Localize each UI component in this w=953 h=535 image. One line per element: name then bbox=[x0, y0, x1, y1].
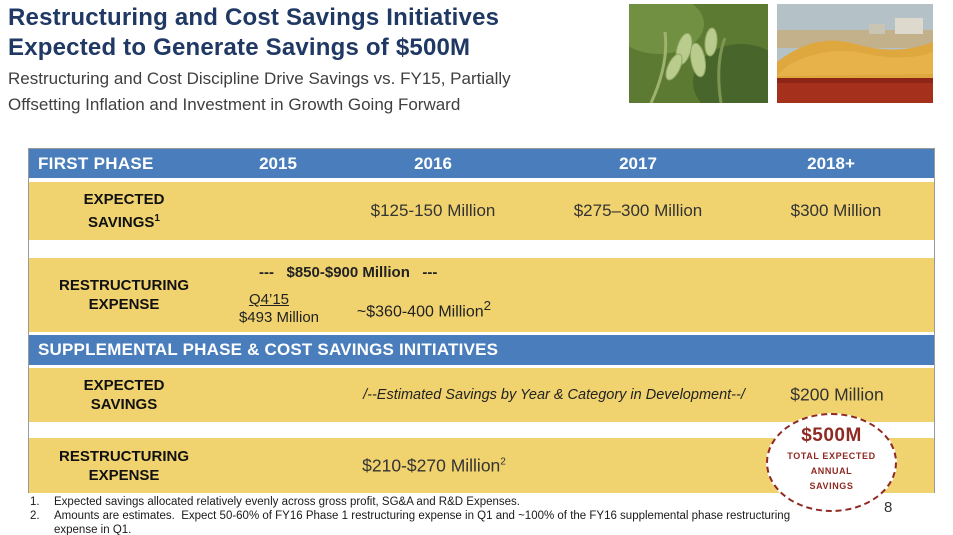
first-phase-header-row: FIRST PHASE 2015 2016 2017 2018+ bbox=[29, 149, 934, 178]
badge-line-2: ANNUAL bbox=[810, 466, 853, 476]
badge-text: TOTAL EXPECTED ANNUAL SAVINGS bbox=[768, 449, 895, 494]
total-restructuring-amount: --- $850-$900 Million --- bbox=[259, 264, 438, 281]
corn-harvest-photo bbox=[777, 4, 933, 103]
footnotes: 1. Expected savings allocated relatively… bbox=[30, 495, 825, 535]
restructuring-label-line2: EXPENSE bbox=[88, 296, 160, 313]
supplemental-restructuring-amount: $210-$270 Million bbox=[362, 455, 501, 475]
supplemental-restructuring-value: $210-$270 Million2 bbox=[334, 455, 534, 476]
subtitle-line-1: Restructuring and Cost Discipline Drive … bbox=[8, 69, 511, 88]
footnote-2-number: 2. bbox=[30, 510, 40, 522]
footnote-1: 1. Expected savings allocated relatively… bbox=[30, 495, 825, 509]
estimated-savings-note: /--Estimated Savings by Year & Category … bbox=[363, 387, 745, 403]
restructuring-label-line1: RESTRUCTURING bbox=[59, 277, 189, 294]
expected-savings-label-line2: SAVINGS1 bbox=[29, 209, 219, 232]
year-header-2015: 2015 bbox=[259, 154, 297, 173]
year-header-2017: 2017 bbox=[619, 154, 657, 173]
subtitle-line-2: Offsetting Inflation and Investment in G… bbox=[8, 95, 461, 114]
footnote-1-text: Expected savings allocated relatively ev… bbox=[54, 496, 520, 508]
badge-amount: $500M bbox=[801, 425, 862, 446]
future-restructuring-amount: ~$360-400 Million bbox=[356, 303, 484, 321]
badge-line-3: SAVINGS bbox=[809, 481, 854, 491]
footnote-ref-2: 2 bbox=[483, 298, 492, 313]
restructuring-expense-row: RESTRUCTURING EXPENSE --- $850-$900 Mill… bbox=[29, 258, 934, 332]
supplemental-savings-label: EXPECTED SAVINGS bbox=[29, 376, 219, 414]
savings-value-2018: $300 Million bbox=[790, 201, 882, 220]
supplemental-restructuring-label-line2: EXPENSE bbox=[88, 466, 160, 484]
supplemental-restructuring-label: RESTRUCTURING EXPENSE bbox=[29, 447, 219, 485]
page-title: Restructuring and Cost Savings Initiativ… bbox=[8, 3, 499, 63]
title-line-1: Restructuring and Cost Savings Initiativ… bbox=[8, 4, 500, 31]
corn-harvest-illustration bbox=[777, 4, 933, 103]
soybean-photo bbox=[629, 4, 768, 103]
expected-savings-label-line1: EXPECTED bbox=[83, 191, 165, 208]
restructuring-expense-label: RESTRUCTURING EXPENSE bbox=[29, 276, 219, 314]
expected-savings-row: EXPECTED SAVINGS1 $125-150 Million $275–… bbox=[29, 182, 934, 240]
future-restructuring-value: ~$360-400 Million2 bbox=[339, 298, 509, 321]
page-number: 8 bbox=[884, 499, 893, 516]
footnote-2: 2. Amounts are estimates. Expect 50-60% … bbox=[30, 509, 825, 535]
footnote-ref-2b: 2 bbox=[500, 456, 506, 468]
q4-15-value: $493 Million bbox=[238, 309, 320, 326]
supplemental-header-label: SUPPLEMENTAL PHASE & COST SAVINGS INITIA… bbox=[38, 340, 499, 359]
soybean-illustration bbox=[629, 4, 768, 103]
supplemental-expected-savings-row: EXPECTED SAVINGS /--Estimated Savings by… bbox=[29, 368, 934, 422]
footnote-1-number: 1. bbox=[30, 496, 40, 508]
total-savings-badge: $500M TOTAL EXPECTED ANNUAL SAVINGS bbox=[766, 413, 897, 512]
title-line-2: Expected to Generate Savings of $500M bbox=[8, 34, 471, 61]
supplemental-savings-value: $200 Million bbox=[790, 384, 884, 405]
supplemental-restructuring-label-line1: RESTRUCTURING bbox=[59, 447, 189, 465]
savings-value-2017: $275–300 Million bbox=[573, 201, 703, 220]
supplemental-header-row: SUPPLEMENTAL PHASE & COST SAVINGS INITIA… bbox=[29, 335, 934, 365]
supplemental-savings-label-line2: SAVINGS bbox=[90, 396, 158, 413]
first-phase-label: FIRST PHASE bbox=[38, 154, 154, 173]
q4-15-label: Q4’15 bbox=[248, 291, 290, 308]
year-header-2016: 2016 bbox=[414, 154, 452, 173]
savings-table: FIRST PHASE 2015 2016 2017 2018+ EXPECTE… bbox=[28, 148, 935, 493]
expected-savings-label-text: SAVINGS bbox=[88, 214, 155, 231]
supplemental-savings-label-line1: EXPECTED bbox=[83, 377, 165, 394]
footnote-ref-1: 1 bbox=[154, 213, 160, 224]
expected-savings-label: EXPECTED SAVINGS1 bbox=[29, 190, 219, 232]
savings-value-2016: $125-150 Million bbox=[370, 201, 496, 220]
badge-line-1: TOTAL EXPECTED bbox=[787, 451, 876, 461]
year-header-2018: 2018+ bbox=[807, 154, 855, 173]
page-subtitle: Restructuring and Cost Discipline Drive … bbox=[8, 66, 511, 118]
footnote-2-text: Amounts are estimates. Expect 50-60% of … bbox=[54, 510, 794, 535]
